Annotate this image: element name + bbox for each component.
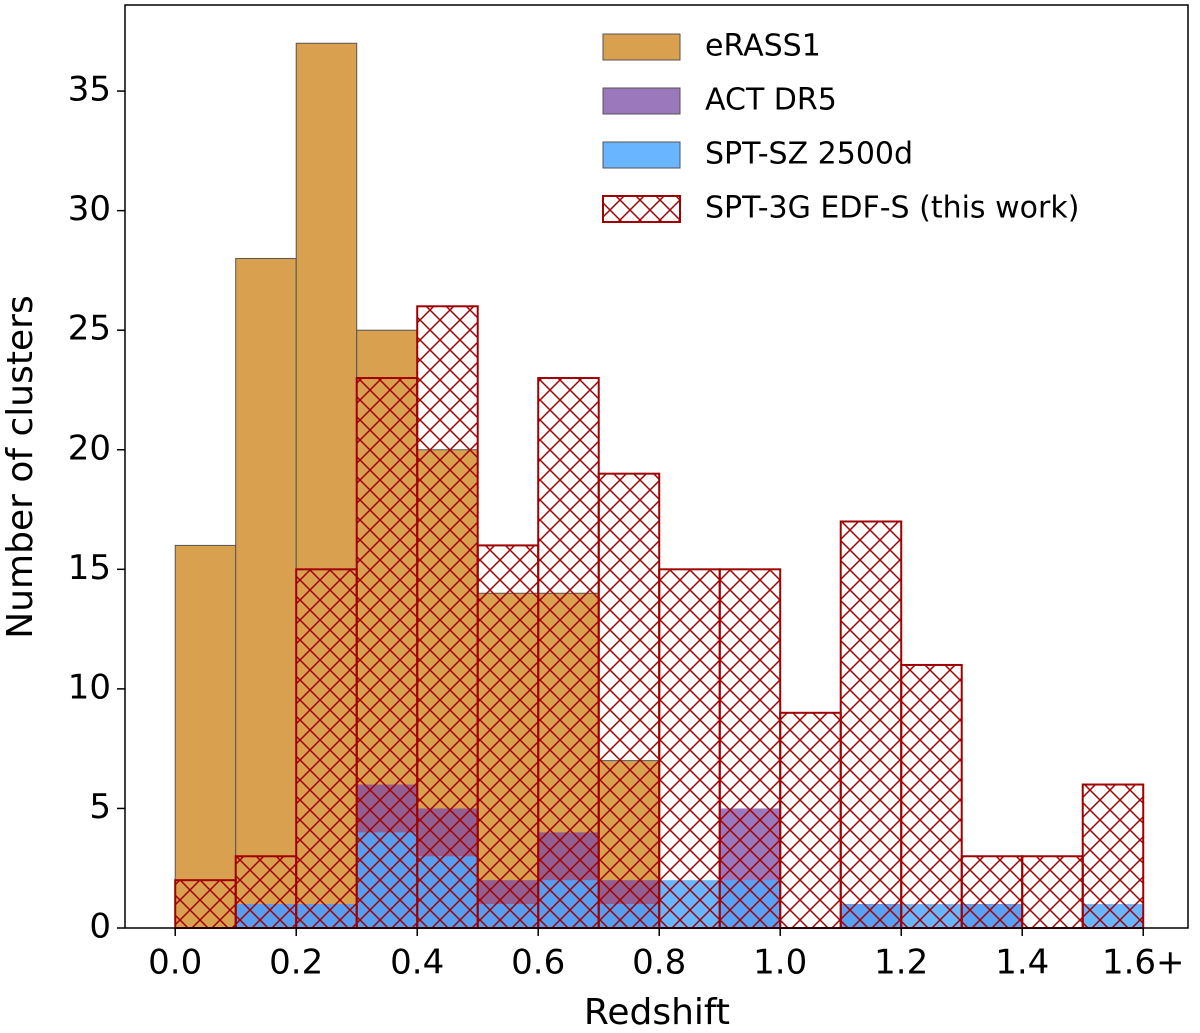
legend-swatch bbox=[602, 33, 681, 61]
bar bbox=[235, 257, 297, 929]
bar bbox=[416, 305, 479, 929]
legend-swatch bbox=[602, 141, 681, 169]
bar bbox=[779, 711, 842, 929]
bar bbox=[658, 568, 721, 929]
legend-label: eRASS1 bbox=[705, 29, 821, 64]
bar bbox=[597, 472, 661, 929]
x-tick-label: 0.0 bbox=[148, 943, 202, 983]
bar bbox=[174, 544, 237, 929]
y-axis-label: Number of clusters bbox=[0, 295, 41, 638]
x-tick-label: 1.2 bbox=[874, 943, 928, 983]
bar bbox=[234, 855, 298, 929]
legend-swatch bbox=[602, 87, 681, 115]
y-tick-label: 0 bbox=[89, 907, 111, 947]
legend-label: SPT-3G EDF-S (this work) bbox=[705, 191, 1079, 226]
legend-label: ACT DR5 bbox=[705, 83, 837, 118]
plot-frame bbox=[124, 4, 1189, 929]
y-tick-label: 10 bbox=[68, 667, 111, 707]
x-tick-label: 1.0 bbox=[753, 943, 807, 983]
x-tick-label: 1.6+ bbox=[1102, 943, 1185, 983]
y-tick-label: 5 bbox=[89, 787, 111, 827]
x-tick-label: 0.8 bbox=[632, 943, 686, 983]
bar bbox=[900, 663, 963, 930]
bar bbox=[1021, 855, 1084, 929]
bar bbox=[537, 377, 600, 930]
bar bbox=[355, 377, 419, 930]
x-tick-label: 0.4 bbox=[390, 943, 444, 983]
legend-swatch bbox=[602, 195, 681, 223]
x-tick-label: 1.4 bbox=[995, 943, 1049, 983]
y-tick-label: 30 bbox=[68, 189, 111, 229]
bar bbox=[295, 568, 358, 929]
x-tick-label: 0.2 bbox=[269, 943, 323, 983]
bar bbox=[476, 544, 540, 929]
legend-label: SPT-SZ 2500d bbox=[705, 137, 913, 172]
bar bbox=[960, 855, 1024, 929]
x-tick-label: 0.6 bbox=[511, 943, 565, 983]
bar bbox=[839, 520, 903, 930]
bar bbox=[1081, 783, 1145, 929]
y-tick-label: 15 bbox=[68, 548, 111, 588]
y-tick-label: 25 bbox=[68, 309, 111, 349]
x-axis-label: Redshift bbox=[584, 992, 730, 1033]
y-tick-label: 20 bbox=[68, 428, 111, 468]
bar bbox=[718, 568, 782, 929]
y-tick-label: 35 bbox=[68, 70, 111, 110]
bar bbox=[174, 879, 237, 929]
